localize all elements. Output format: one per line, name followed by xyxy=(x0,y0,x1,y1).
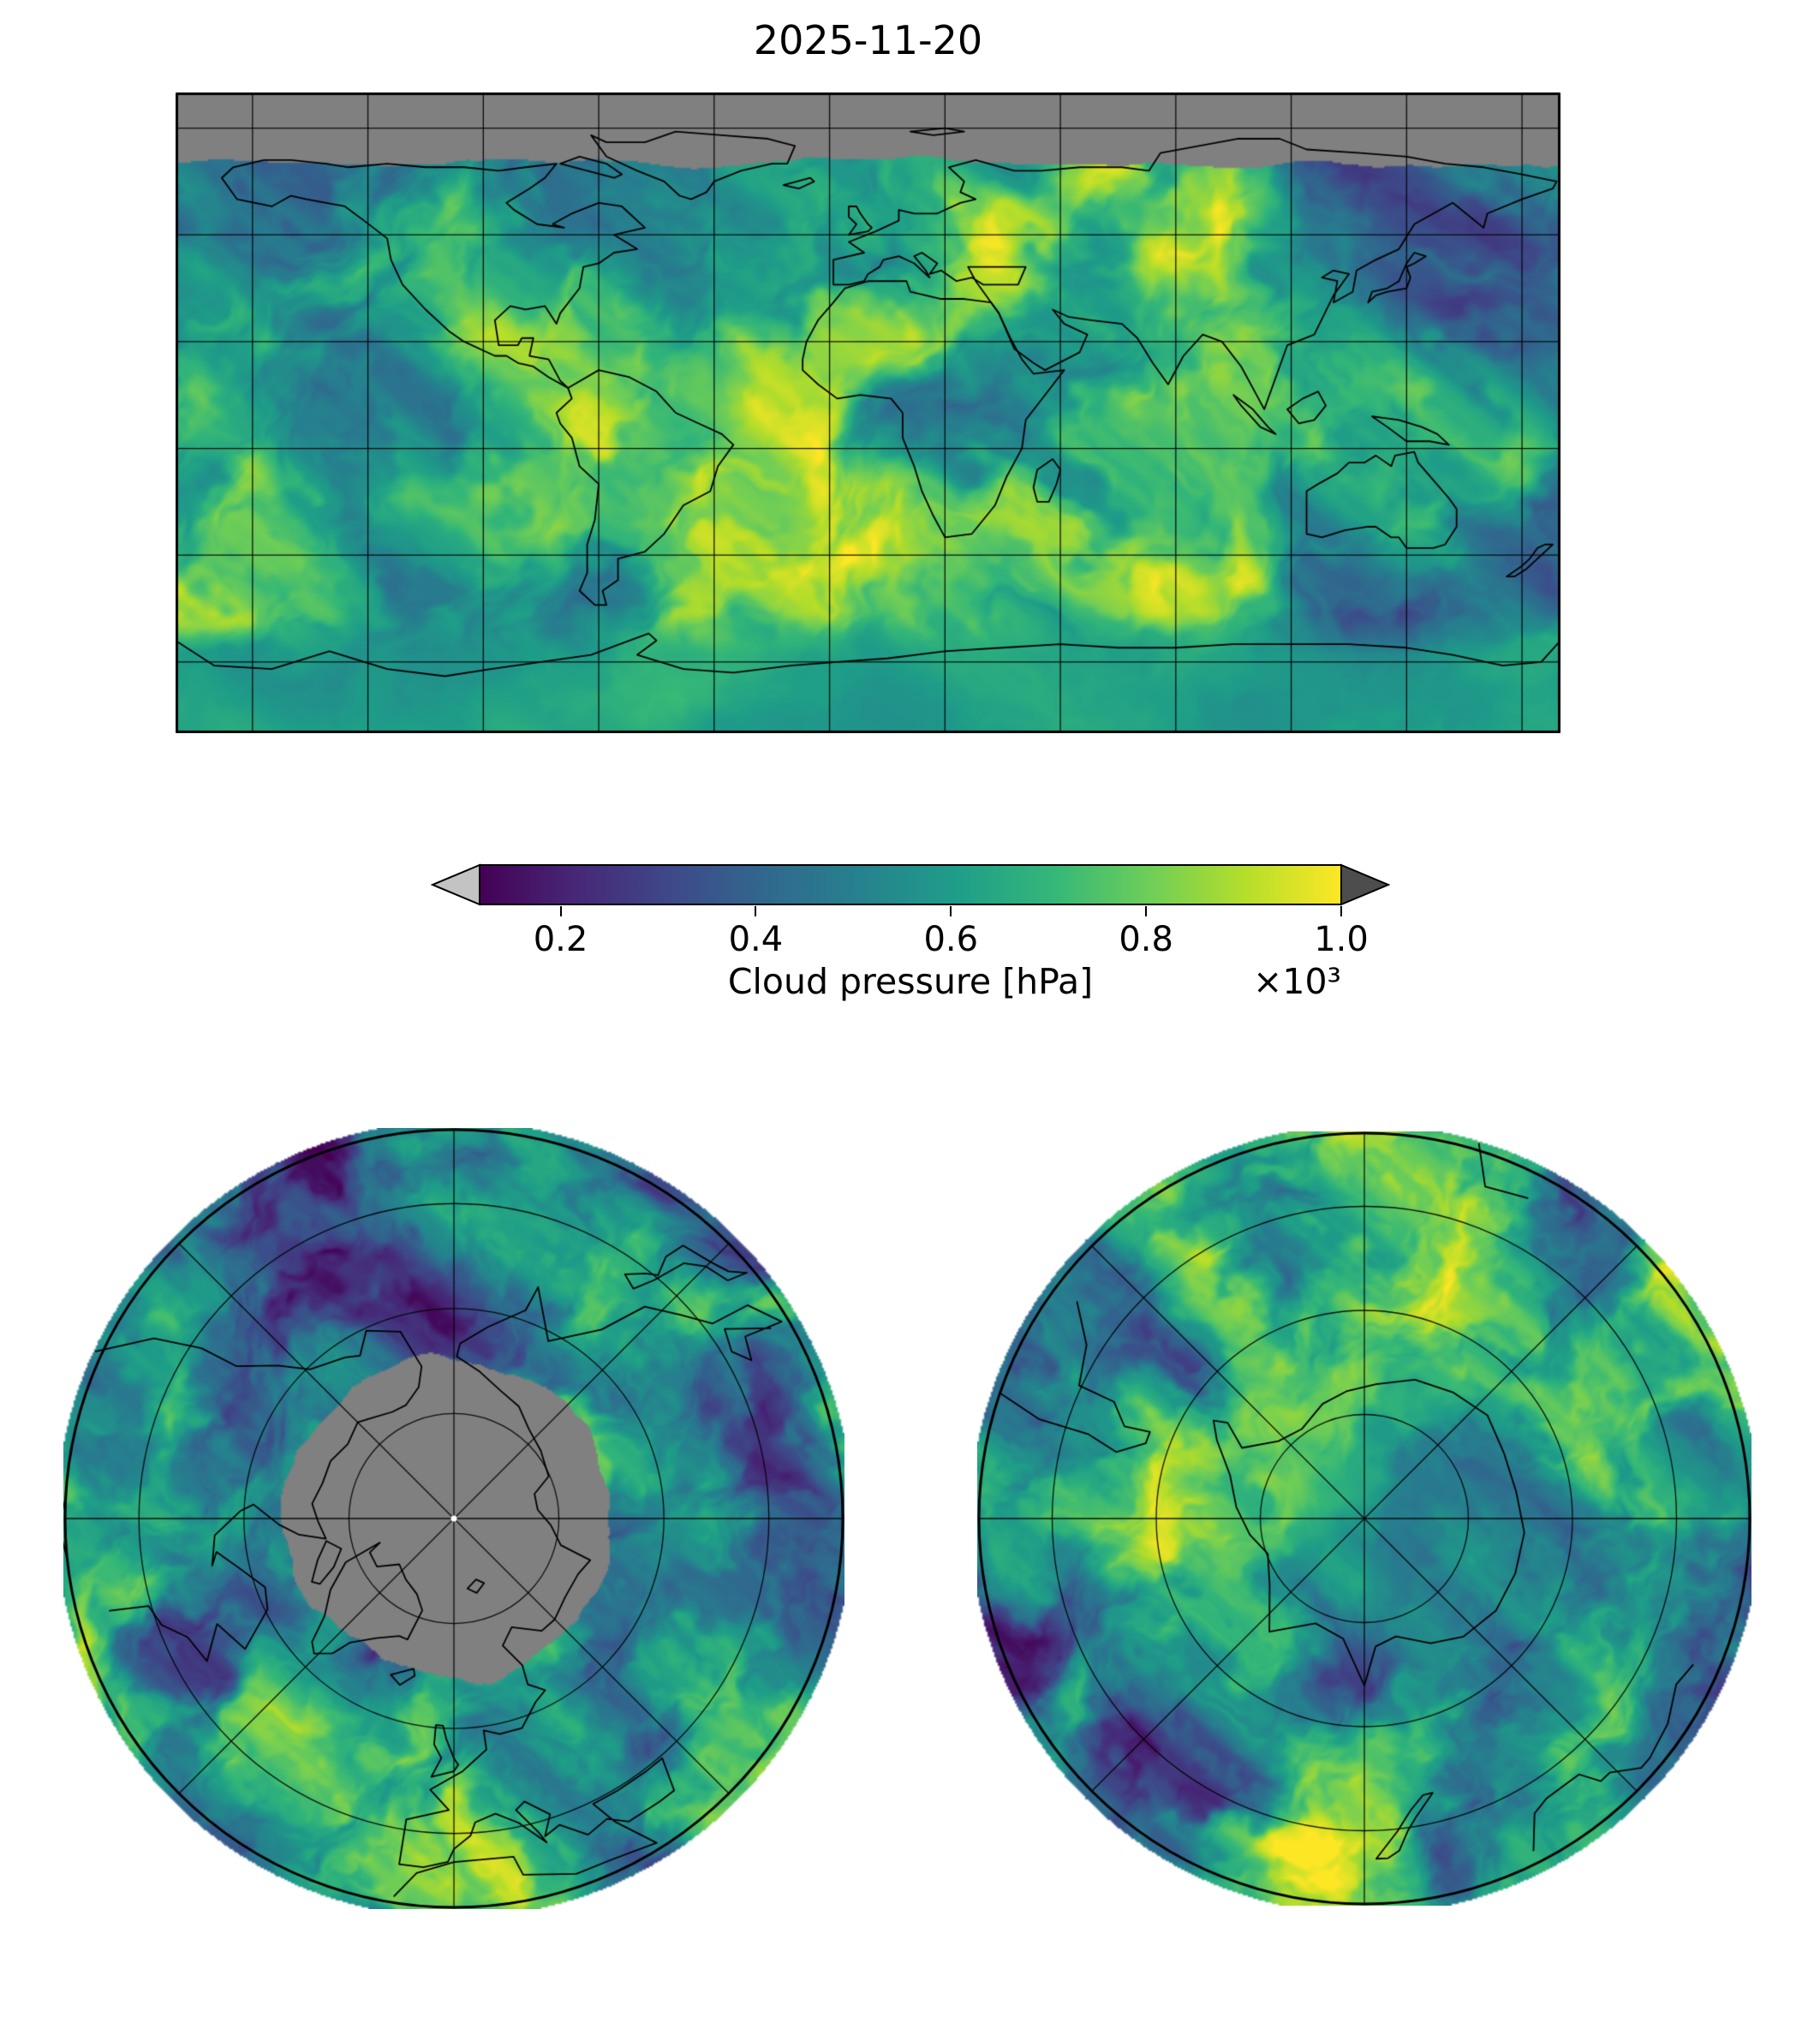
figure-title: 2025-11-20 xyxy=(753,17,983,63)
colorbar-tick-mark xyxy=(1145,906,1148,916)
colorbar-tick-label: 0.6 xyxy=(923,920,979,959)
north-polar-panel xyxy=(63,1128,844,1909)
colorbar-tick-mark xyxy=(559,906,562,916)
south-polar-canvas xyxy=(977,1131,1751,1906)
colorbar-offset-text: ×10³ xyxy=(1253,961,1341,1002)
colorbar-ticks: 0.2 0.4 0.6 0.8 1.0 xyxy=(431,906,1390,959)
colorbar-tick-label: 0.8 xyxy=(1119,920,1173,959)
colorbar-gradient xyxy=(431,863,1390,906)
colorbar-tick-mark xyxy=(1340,906,1342,916)
colorbar-tick-label: 1.0 xyxy=(1314,920,1369,959)
global-map-panel xyxy=(176,92,1560,733)
colorbar: 0.2 0.4 0.6 0.8 1.0 Cloud pressure [hPa]… xyxy=(431,863,1390,1016)
colorbar-tick-mark xyxy=(755,906,757,916)
colorbar-bar xyxy=(479,864,1342,905)
colorbar-label: Cloud pressure [hPa] xyxy=(727,961,1094,1002)
colorbar-under-arrow xyxy=(431,863,480,906)
global-map-canvas xyxy=(176,92,1560,733)
colorbar-caption: Cloud pressure [hPa] ×10³ xyxy=(431,961,1390,1016)
north-polar-canvas xyxy=(63,1128,844,1909)
colorbar-tick-label: 0.4 xyxy=(728,920,784,959)
south-polar-panel xyxy=(977,1131,1751,1906)
colorbar-tick-mark xyxy=(950,906,952,916)
colorbar-tick-label: 0.2 xyxy=(533,920,588,959)
colorbar-over-arrow xyxy=(1340,863,1390,906)
